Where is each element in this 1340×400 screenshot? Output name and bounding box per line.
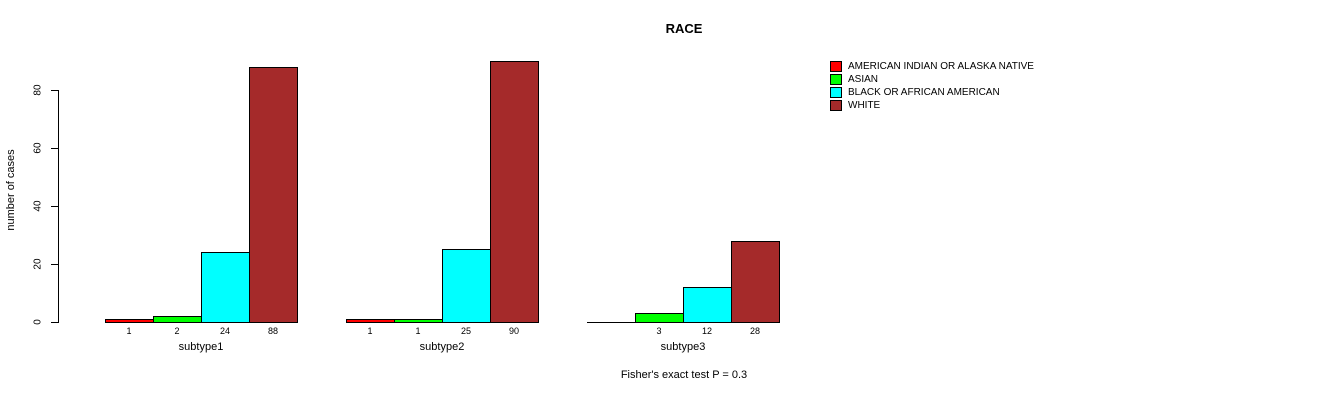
legend-swatch [830, 87, 842, 98]
annotation-fisher-test: Fisher's exact test P = 0.3 [620, 369, 748, 381]
legend-label: WHITE [848, 100, 881, 111]
bar [442, 249, 491, 323]
bar [346, 319, 395, 323]
group-label: subtype2 [419, 341, 465, 353]
bar-value-label: 1 [415, 326, 421, 336]
bar-value-label: 3 [656, 326, 662, 336]
y-tick-label: 40 [32, 200, 44, 212]
bar-value-label: 88 [267, 326, 278, 336]
legend-item: WHITE [830, 99, 1034, 112]
y-tick [51, 322, 58, 323]
y-tick [51, 90, 58, 91]
legend-label: ASIAN [848, 74, 879, 85]
y-tick-label: 20 [32, 258, 44, 270]
bar-group: 3 12 28 subtype3 [587, 0, 780, 400]
bar [201, 252, 250, 323]
group-label: subtype1 [178, 341, 224, 353]
bar [394, 319, 443, 323]
bar-group: 1 1 25 90 subtype2 [346, 0, 539, 400]
bar [249, 67, 298, 323]
y-tick-label: 0 [32, 319, 44, 325]
bar [490, 61, 539, 323]
chart-title: RACE [665, 21, 703, 36]
bar-value-label: 1 [126, 326, 132, 336]
legend-item: ASIAN [830, 73, 1034, 86]
y-tick-label: 60 [32, 142, 44, 154]
legend-label: BLACK OR AFRICAN AMERICAN [848, 87, 1000, 98]
legend-swatch [830, 100, 842, 111]
legend-item: BLACK OR AFRICAN AMERICAN [830, 86, 1034, 99]
legend-item: AMERICAN INDIAN OR ALASKA NATIVE [830, 60, 1034, 73]
legend-swatch [830, 61, 842, 72]
legend: AMERICAN INDIAN OR ALASKA NATIVE ASIAN BLA… [830, 60, 1034, 112]
bar-value-label: 28 [749, 326, 760, 336]
bar [153, 316, 202, 323]
bar-value-label: 25 [460, 326, 471, 336]
bar-group: 1 2 24 88 subtype1 [105, 0, 298, 400]
y-tick [51, 206, 58, 207]
bar-value-label: 90 [508, 326, 519, 336]
y-tick-label: 80 [32, 84, 44, 96]
bar-value-label: 12 [701, 326, 712, 336]
y-tick [51, 148, 58, 149]
bar [731, 241, 780, 323]
bar [105, 319, 154, 323]
y-axis-line [58, 90, 59, 323]
bar [635, 313, 684, 323]
y-tick [51, 264, 58, 265]
legend-swatch [830, 74, 842, 85]
bar-value-label: 1 [367, 326, 373, 336]
group-label: subtype3 [660, 341, 706, 353]
y-axis-label: number of cases [5, 149, 17, 231]
bar-value-label: 24 [219, 326, 230, 336]
bar-value-label: 2 [174, 326, 180, 336]
legend-label: AMERICAN INDIAN OR ALASKA NATIVE [848, 61, 1034, 72]
bar [683, 287, 732, 323]
